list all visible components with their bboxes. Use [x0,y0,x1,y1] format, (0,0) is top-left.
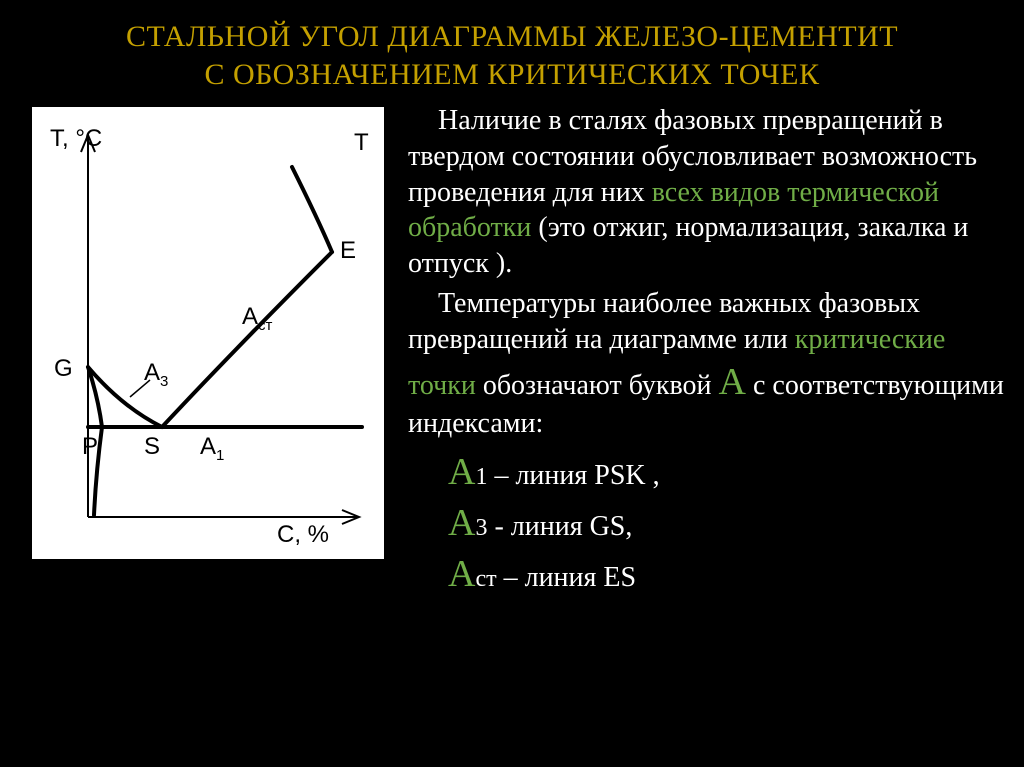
label-G: G [54,355,73,383]
p2-letter-A: А [719,361,746,403]
paragraph-2: Температуры наиболее важных фазовых прев… [408,286,1006,442]
paragraph-1: Наличие в сталях фазовых превращений в т… [408,103,1006,282]
title-line-1: СТАЛЬНОЙ УГОЛ ДИАГРАММЫ ЖЕЛЕЗО-ЦЕМЕНТИТ [0,18,1024,56]
def-A3: А3 - линия GS, [448,499,1006,548]
def-Acm: Аст – линия ES [448,550,1006,599]
label-E: E [340,237,356,265]
label-S: S [144,433,160,461]
label-P: P [82,433,98,461]
y-axis-label: T, °C [50,125,102,153]
text-column: Наличие в сталях фазовых превращений в т… [384,103,1024,600]
label-T-right: T [354,129,369,157]
phase-diagram: T, °C T E Аст G А3 P S А1 C, % [32,107,384,559]
x-axis-label: C, % [277,521,329,549]
p2-plain2: обозначают буквой [476,370,719,401]
label-A3: А3 [144,359,168,390]
slide-title: СТАЛЬНОЙ УГОЛ ДИАГРАММЫ ЖЕЛЕЗО-ЦЕМЕНТИТ … [0,0,1024,93]
definitions-list: А1 – линия PSK , А3 - линия GS, Аст – ли… [448,448,1006,598]
label-Acm: Аст [242,303,272,334]
title-line-2: С ОБОЗНАЧЕНИЕМ КРИТИЧЕСКИХ ТОЧЕК [0,56,1024,94]
def-A1: А1 – линия PSK , [448,448,1006,497]
label-A1: А1 [200,433,224,464]
